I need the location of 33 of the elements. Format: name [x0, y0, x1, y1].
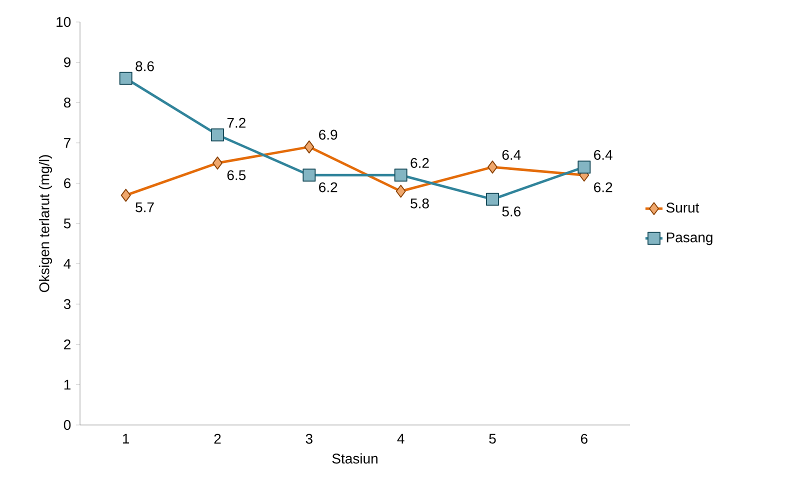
y-tick-label: 9 — [64, 57, 70, 68]
data-label: 5.6 — [502, 206, 521, 216]
y-tick-label: 6 — [64, 178, 71, 188]
x-tick-label: 6 — [580, 434, 588, 444]
y-tick-label: 0 — [64, 420, 71, 430]
y-tick-label: 8 — [64, 98, 71, 108]
y-tick-label: 7 — [64, 138, 70, 148]
legend-label: Surut — [666, 202, 700, 213]
y-tick-label: 4 — [64, 258, 71, 269]
data-label: 6.9 — [319, 130, 338, 140]
x-axis-title: Stasiun — [332, 453, 378, 464]
y-tick-label: 1 — [64, 380, 70, 390]
data-label: 6.2 — [594, 182, 612, 192]
legend-label: Pasang — [666, 232, 712, 246]
data-label: 8.6 — [136, 61, 154, 72]
y-tick-label: 2 — [64, 339, 70, 350]
x-tick-label: 3 — [306, 434, 312, 444]
y-tick-label: 10 — [56, 17, 71, 27]
data-label: 6.4 — [594, 150, 612, 160]
y-tick-label: 5 — [64, 218, 71, 228]
data-label: 5.7 — [136, 202, 154, 212]
x-tick-label: 2 — [214, 434, 221, 444]
data-label: 6.5 — [227, 170, 246, 180]
y-axis-title: Oksigen terlarut (mg/l) — [38, 155, 52, 292]
data-label: 6.2 — [319, 182, 338, 192]
x-tick-label: 1 — [123, 434, 130, 444]
data-label: 7.2 — [227, 118, 246, 128]
x-tick-label: 4 — [397, 434, 404, 444]
data-label: 5.8 — [410, 198, 429, 208]
data-label: 6.2 — [410, 158, 429, 168]
data-label: 6.4 — [502, 150, 521, 160]
x-tick-label: 5 — [489, 434, 496, 444]
y-tick-label: 3 — [64, 299, 71, 310]
